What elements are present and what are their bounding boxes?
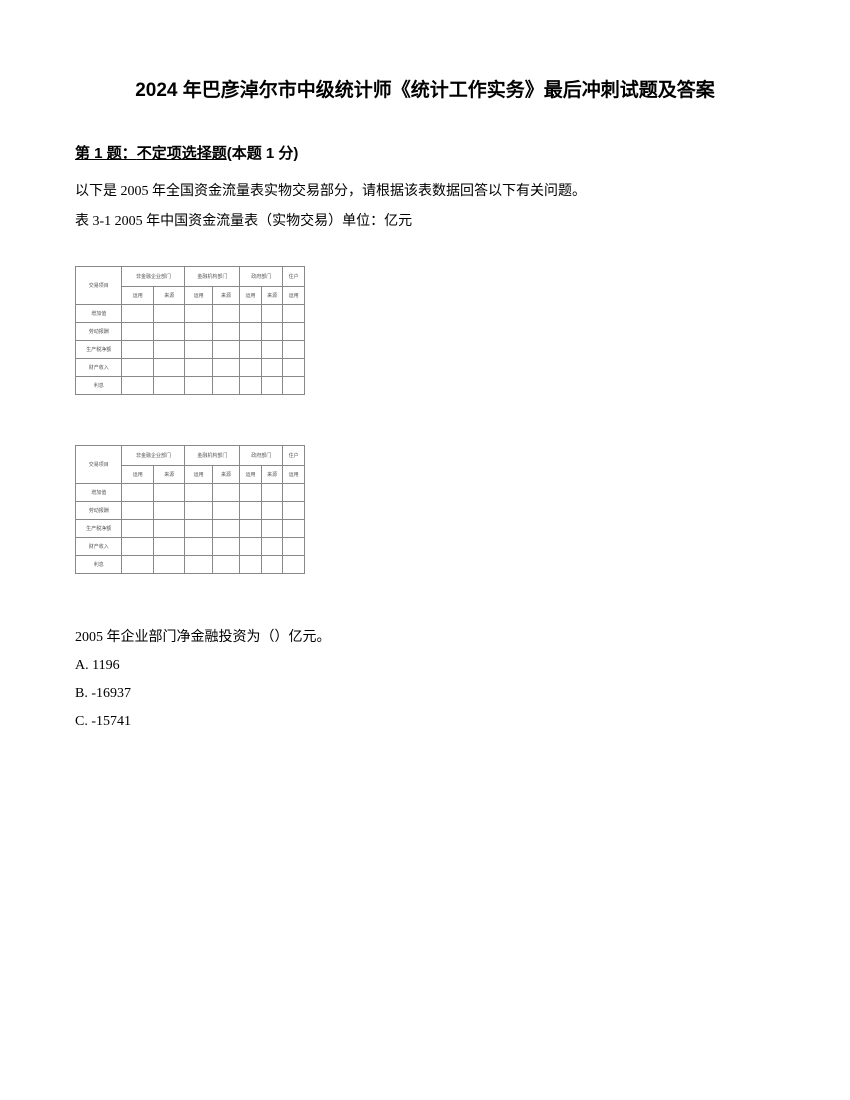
table-sub-header: 运用 [122, 287, 154, 305]
table-row: 劳动报酬 [76, 502, 305, 520]
table-group-header: 金融机构部门 [185, 267, 240, 287]
row-label: 劳动报酬 [76, 502, 122, 520]
option-c: C. -15741 [75, 708, 775, 736]
table-sub-header: 来源 [212, 287, 239, 305]
table-caption: 表 3-1 2005 年中国资金流量表（实物交易）单位：亿元 [75, 208, 775, 236]
table-sub-header: 来源 [153, 287, 185, 305]
data-table-2: 交易项目 非金融企业部门 金融机构部门 政府部门 住户 运用 来源 运用 来源 … [75, 445, 305, 574]
table-row: 增加值 [76, 484, 305, 502]
table-row: 财产收入 [76, 359, 305, 377]
row-label: 劳动报酬 [76, 323, 122, 341]
table-sub-header: 运用 [283, 287, 305, 305]
row-label: 利息 [76, 377, 122, 395]
table-row: 利息 [76, 556, 305, 574]
question-score: (本题 1 分) [227, 145, 299, 162]
table-sub-header: 来源 [261, 287, 283, 305]
table-group-header: 住户 [283, 446, 305, 466]
table-row: 财产收入 [76, 538, 305, 556]
table-sub-header: 运用 [283, 466, 305, 484]
table-group-header: 非金融企业部门 [122, 446, 185, 466]
table-sub-header: 运用 [240, 287, 262, 305]
row-label: 利息 [76, 556, 122, 574]
data-table-1: 交易项目 非金融企业部门 金融机构部门 政府部门 住户 运用 来源 运用 来源 … [75, 266, 305, 395]
table-sub-header: 来源 [212, 466, 239, 484]
question-intro: 以下是 2005 年全国资金流量表实物交易部分，请根据该表数据回答以下有关问题。 [75, 178, 775, 206]
table-row: 利息 [76, 377, 305, 395]
table-sub-header: 来源 [261, 466, 283, 484]
row-label: 生产税净额 [76, 341, 122, 359]
table-group-header: 金融机构部门 [185, 446, 240, 466]
question-1-text: 2005 年企业部门净金融投资为（）亿元。 [75, 624, 775, 652]
row-label: 生产税净额 [76, 520, 122, 538]
document-title: 2024 年巴彦淖尔市中级统计师《统计工作实务》最后冲刺试题及答案 [75, 75, 775, 102]
question-number-prefix: 第 1 题： [75, 145, 137, 162]
table-sub-header: 来源 [153, 466, 185, 484]
table-group-header: 住户 [283, 267, 305, 287]
table-row: 生产税净额 [76, 520, 305, 538]
table-header-row-1: 交易项目 非金融企业部门 金融机构部门 政府部门 住户 [76, 267, 305, 287]
row-label: 增加值 [76, 484, 122, 502]
table-group-header: 政府部门 [240, 267, 283, 287]
table-group-header: 非金融企业部门 [122, 267, 185, 287]
option-a: A. 1196 [75, 652, 775, 680]
row-label: 财产收入 [76, 359, 122, 377]
table-header-row-1: 交易项目 非金融企业部门 金融机构部门 政府部门 住户 [76, 446, 305, 466]
table-corner-cell: 交易项目 [76, 267, 122, 305]
table-row: 增加值 [76, 305, 305, 323]
table-sub-header: 运用 [122, 466, 154, 484]
row-label: 增加值 [76, 305, 122, 323]
table-row: 劳动报酬 [76, 323, 305, 341]
table-sub-header: 运用 [185, 287, 212, 305]
question-1-header: 第 1 题：不定项选择题(本题 1 分) [75, 142, 775, 163]
question-type: 不定项选择题 [137, 145, 227, 162]
table-sub-header: 运用 [240, 466, 262, 484]
table-corner-cell: 交易项目 [76, 446, 122, 484]
option-b: B. -16937 [75, 680, 775, 708]
table-row: 生产税净额 [76, 341, 305, 359]
table-group-header: 政府部门 [240, 446, 283, 466]
table-sub-header: 运用 [185, 466, 212, 484]
row-label: 财产收入 [76, 538, 122, 556]
